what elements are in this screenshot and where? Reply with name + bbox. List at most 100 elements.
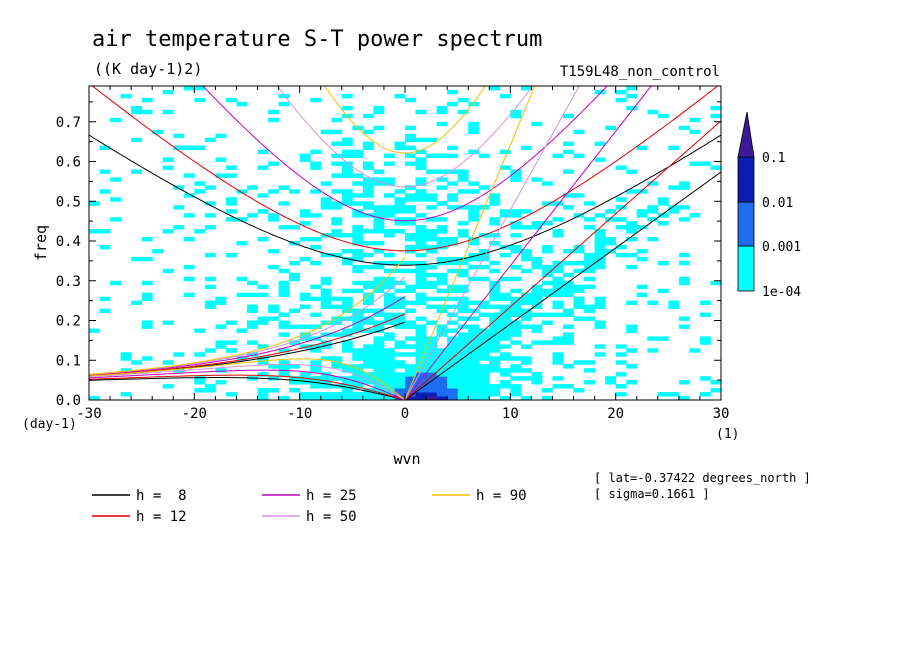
heatmap-cell — [310, 165, 322, 170]
heatmap-cell — [657, 113, 669, 119]
heatmap-cell — [520, 252, 532, 258]
heatmap-cell — [468, 276, 480, 282]
heatmap-cell — [341, 344, 353, 349]
heatmap-cell — [615, 225, 627, 230]
heatmap-cell — [394, 392, 406, 397]
heatmap-cell — [405, 153, 416, 158]
heatmap-cell — [520, 145, 532, 150]
heatmap-cell — [520, 256, 532, 262]
heatmap-cell — [615, 360, 627, 365]
heatmap-cell — [362, 388, 374, 393]
heatmap-cell — [636, 284, 648, 290]
heatmap-cell — [426, 280, 437, 286]
legend-label: h = 50 — [306, 509, 357, 525]
heatmap-cell — [499, 368, 511, 373]
heatmap-cell — [436, 396, 448, 400]
heatmap-cell — [183, 86, 195, 91]
heatmap-cell — [331, 141, 343, 146]
heatmap-cell — [468, 372, 480, 377]
heatmap-cell — [594, 344, 606, 349]
heatmap-cell — [520, 249, 532, 254]
heatmap-cell — [405, 145, 416, 150]
heatmap-cell — [141, 296, 153, 302]
heatmap-cell — [162, 360, 174, 365]
heatmap-cell — [573, 245, 585, 250]
legend-label: h = 12 — [136, 509, 187, 525]
heatmap-cell — [173, 205, 185, 210]
heatmap-cell — [510, 384, 522, 389]
heatmap-cell — [268, 364, 279, 369]
heatmap-cell — [563, 288, 574, 294]
heatmap-cell — [489, 324, 501, 329]
heatmap-cell — [194, 97, 206, 103]
heatmap-cell — [225, 165, 237, 170]
heatmap-cell — [510, 368, 522, 373]
heatmap-cell — [352, 372, 364, 377]
heatmap-cell — [405, 197, 416, 202]
heatmap-cell — [457, 272, 469, 278]
heatmap-cell — [552, 260, 564, 266]
heatmap-cell — [415, 396, 427, 400]
heatmap-cell — [194, 145, 206, 150]
heatmap-cell — [605, 241, 616, 246]
heatmap-cell — [489, 312, 501, 317]
heatmap-cell — [668, 185, 680, 190]
heatmap-cell — [457, 348, 469, 353]
heatmap-cell — [299, 296, 311, 302]
heatmap-cell — [362, 161, 374, 166]
heatmap-cell — [320, 344, 332, 349]
heatmap-cell — [394, 304, 406, 309]
heatmap-cell — [563, 193, 574, 198]
heatmap-cell — [415, 137, 427, 143]
heatmap-cell — [520, 360, 532, 365]
heatmap-cell — [552, 217, 564, 222]
rossby-wave-curve — [89, 369, 406, 400]
heatmap-cell — [352, 312, 364, 317]
heatmap-cell — [415, 245, 427, 250]
x-tick-label: -10 — [287, 406, 312, 422]
heatmap-cell — [499, 209, 511, 214]
heatmap-cell — [383, 304, 395, 309]
heatmap-cell — [436, 328, 448, 333]
heatmap-cell — [131, 109, 142, 115]
heatmap-cell — [436, 121, 448, 127]
rossby-wave-curve — [89, 377, 406, 400]
heatmap-cell — [541, 272, 553, 278]
heatmap-cell — [373, 368, 385, 373]
heatmap-cell — [204, 284, 216, 290]
heatmap-cell — [552, 153, 564, 158]
heatmap-cell — [478, 352, 490, 357]
heatmap-cell — [299, 237, 311, 242]
heatmap-cell — [204, 252, 216, 258]
heatmap-cell — [257, 149, 269, 154]
heatmap-cell — [531, 312, 543, 317]
heatmap-cell — [299, 380, 311, 385]
heatmap-cell — [510, 221, 522, 226]
heatmap-cell — [510, 264, 522, 270]
heatmap-cell — [268, 213, 279, 218]
y-tick-label: 0.1 — [56, 353, 81, 369]
heatmap-cell — [383, 396, 395, 400]
inertia-gravity-wave-curve — [202, 86, 608, 222]
heatmap-cell — [415, 213, 427, 218]
heatmap-cell — [678, 280, 690, 286]
heatmap-cell — [131, 169, 142, 174]
heatmap-cell — [405, 133, 416, 139]
heatmap-cell — [331, 376, 343, 381]
heatmap-cell — [278, 332, 290, 337]
heatmap-cell — [489, 86, 501, 91]
heatmap-cell — [478, 372, 490, 377]
heatmap-cell — [468, 360, 480, 365]
heatmap-cell — [605, 125, 616, 131]
heatmap-cell — [320, 340, 332, 345]
heatmap-cell — [457, 336, 469, 341]
heatmap-cell — [489, 316, 501, 321]
heatmap-cell — [678, 324, 690, 329]
heatmap-cell — [626, 105, 638, 111]
heatmap-cell — [594, 320, 606, 325]
heatmap-cell — [373, 324, 385, 329]
heatmap-cell — [373, 213, 385, 218]
heatmap-cell — [299, 372, 311, 377]
heatmap-cell — [426, 368, 437, 373]
heatmap-cell — [320, 392, 332, 397]
